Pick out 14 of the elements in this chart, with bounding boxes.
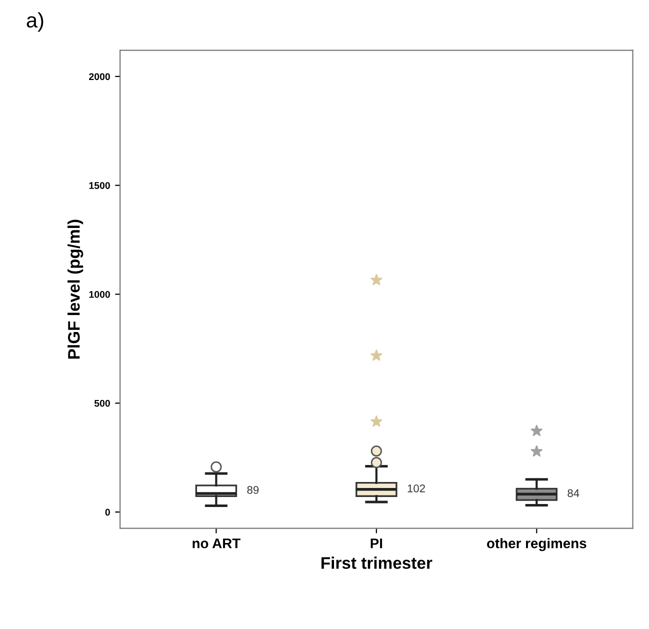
y-tick-label: 2000 [89, 73, 110, 80]
x-tick-label: PI [370, 538, 382, 548]
chart-title: a) [26, 12, 44, 32]
y-tick-label: 0 [105, 508, 110, 516]
y-tick-label: 1500 [89, 182, 110, 189]
x-tick-label: other regimens [487, 538, 586, 552]
x-tick-label: no ART [192, 538, 240, 548]
y-tick-label: 500 [94, 400, 110, 407]
annotation: 102 [408, 484, 425, 492]
x-axis-title: First trimester [322, 556, 432, 569]
y-axis-title: PlGF level (pg/ml) [68, 220, 84, 359]
annotation: 84 [568, 489, 580, 498]
annotation: 89 [247, 486, 259, 494]
y-tick-label: 1000 [89, 290, 110, 298]
